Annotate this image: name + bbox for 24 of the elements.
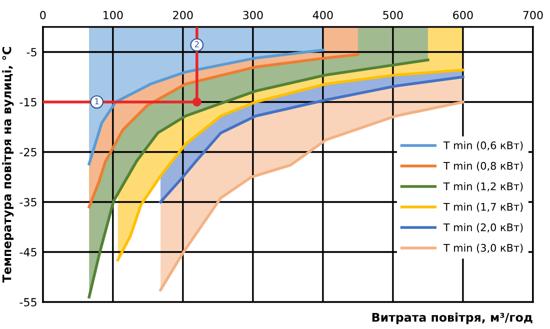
annotation: 2 [194,41,199,48]
legend-label: T min (3,0 кВт) [443,244,523,253]
annotation: 1 [95,98,99,104]
x-tick-label: 600 [453,10,473,20]
y-tick-label: -15 [20,98,36,106]
x-tick-label: 0 [40,10,46,20]
legend-label: T min (1,7 кВт) [443,202,523,212]
y-tick-label: -35 [20,198,36,206]
x-tick-label: 400 [312,10,333,20]
x-tick-label: 500 [383,10,403,20]
legend-label: T min (0,6 кВт) [443,141,523,151]
x-tick-label: 100 [104,10,123,20]
x-axis-title: Витрата повітря, м³/год [372,312,532,324]
x-tick-label: 200 [173,10,193,20]
legend-label: T min (1,2 кВт) [443,182,523,192]
y-axis-title: Температура повітря на вулиці, °C [2,47,14,283]
x-tick-label: 300 [243,10,263,20]
x-tick-label: 700 [523,10,543,20]
y-tick-label: -25 [20,148,36,156]
legend-label: T min (2,0 кВт) [443,223,523,232]
y-tick-label: -45 [20,248,36,256]
legend-label: T min (0,8 кВт) [443,162,523,172]
y-tick-label: -55 [20,298,36,306]
y-tick-label: -5 [26,48,36,56]
